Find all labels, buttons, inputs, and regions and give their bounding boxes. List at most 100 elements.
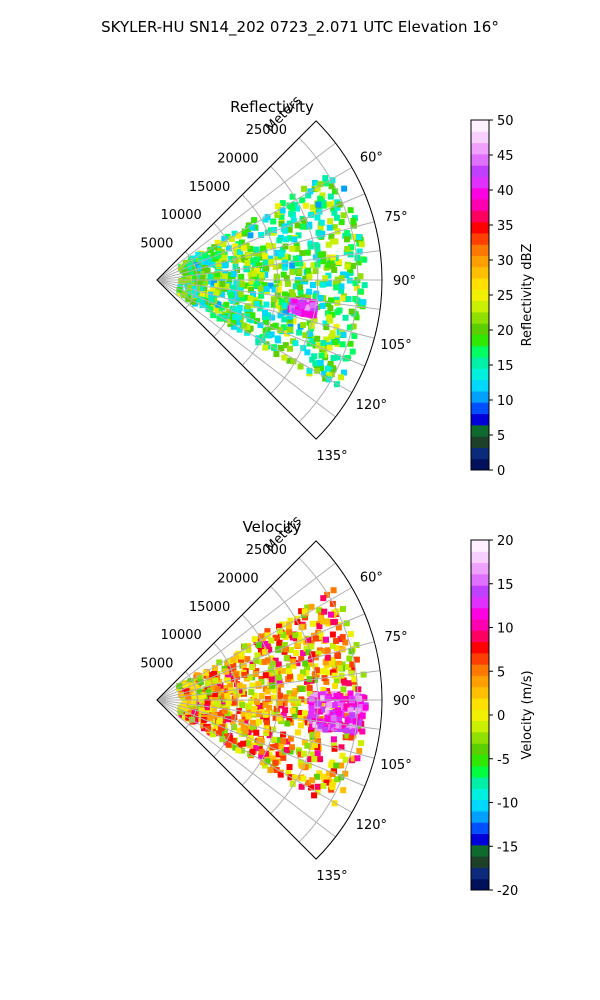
radar-cell <box>262 762 269 769</box>
radar-cell <box>333 762 340 769</box>
radar-cell <box>324 695 331 702</box>
radar-cell <box>264 628 271 635</box>
radar-cell <box>327 193 334 200</box>
radar-cell <box>318 365 325 372</box>
radar-cell <box>280 754 287 761</box>
radar-cell <box>207 306 214 313</box>
radar-cell <box>255 711 262 718</box>
colorbar-segment <box>471 630 489 643</box>
radar-cell <box>281 700 288 707</box>
radar-cell <box>276 627 283 634</box>
radar-cell <box>253 256 260 263</box>
range-tick-label: 20000 <box>217 571 258 586</box>
radar-cell <box>300 775 307 782</box>
radar-cell <box>334 776 341 783</box>
radar-cell <box>263 716 270 723</box>
radar-cell <box>225 673 232 680</box>
radar-cell <box>245 646 252 653</box>
radar-cell <box>280 271 287 278</box>
radar-cell <box>322 275 329 282</box>
radar-cell <box>294 245 301 252</box>
radar-cell <box>329 631 336 638</box>
radar-cell <box>203 708 210 715</box>
radar-cell <box>300 345 307 352</box>
radar-cell <box>230 319 237 326</box>
radar-cell <box>330 205 337 212</box>
colorbar-segment <box>471 244 489 256</box>
figure-title: SKYLER-HU SN14_202 0723_2.071 UTC Elevat… <box>101 18 499 37</box>
panel-title: Reflectivity <box>230 98 314 116</box>
radar-cell <box>244 266 251 273</box>
radar-cell <box>227 288 234 295</box>
radar-cell <box>263 725 270 732</box>
radar-cell <box>223 301 230 308</box>
radar-cell <box>277 699 284 706</box>
radar-cell <box>201 264 208 271</box>
radar-cell <box>253 246 260 253</box>
radar-cell <box>231 714 238 721</box>
radar-cell <box>251 217 258 224</box>
radar-cell <box>259 245 266 252</box>
radar-cell <box>200 692 207 699</box>
azimuth-spoke <box>156 279 336 418</box>
radar-cell <box>331 742 338 749</box>
radar-cell <box>330 254 337 261</box>
radar-cell <box>258 693 265 700</box>
colorbar-tick-label: -20 <box>497 884 518 899</box>
radar-cell <box>291 700 298 707</box>
radar-cell <box>347 340 354 347</box>
radar-cell <box>331 188 338 195</box>
radar-cell <box>210 312 217 319</box>
radar-cell <box>185 288 192 295</box>
colorbar-tick-label: 50 <box>497 114 514 129</box>
azimuth-spoke <box>156 167 353 281</box>
azimuth-tick-label: 75° <box>385 210 408 225</box>
radar-cell <box>344 230 351 237</box>
radar-cell <box>295 232 302 239</box>
radar-cell <box>303 645 310 652</box>
radar-cell <box>343 249 350 256</box>
colorbar-tick-label: 5 <box>497 429 505 444</box>
radar-cell <box>266 704 273 711</box>
radar-cell <box>224 677 231 684</box>
radar-cell <box>231 724 238 731</box>
radar-cell <box>189 692 196 699</box>
radar-cell <box>272 264 279 271</box>
radar-cell <box>290 358 297 365</box>
azimuth-spoke <box>156 699 381 730</box>
radar-cell <box>190 274 197 281</box>
radar-cell <box>289 245 296 252</box>
radar-cell <box>239 295 246 302</box>
radar-cell <box>340 271 347 278</box>
radar-cell <box>309 620 316 627</box>
colorbar-segment <box>471 562 489 575</box>
radar-cell <box>328 258 335 265</box>
radar-cell <box>281 302 288 309</box>
radar-cell <box>292 688 299 695</box>
radar-cell <box>207 273 214 280</box>
radar-cell <box>222 684 229 691</box>
radar-cell <box>182 272 189 279</box>
radar-cell <box>203 295 210 302</box>
radar-cell <box>350 755 357 762</box>
radar-cell <box>294 222 301 229</box>
radar-cell <box>346 277 353 284</box>
radar-cell <box>328 782 335 789</box>
colorbar-segment <box>471 585 489 597</box>
radar-cell <box>324 341 331 348</box>
radar-cell <box>249 664 256 671</box>
radar-cell <box>323 180 330 187</box>
radar-cell <box>254 267 261 274</box>
azimuth-spoke <box>156 699 336 838</box>
radar-cell <box>274 337 281 344</box>
radar-cell <box>189 265 196 272</box>
radar-cell <box>262 344 269 351</box>
radar-cell <box>362 704 369 711</box>
azimuth-tick-label: 135° <box>316 869 347 884</box>
radar-cell <box>331 672 338 679</box>
radar-cell <box>299 299 306 306</box>
colorbar-segment <box>471 540 489 552</box>
radar-cell <box>191 285 198 292</box>
radar-cell <box>331 224 338 231</box>
colorbar-tick-label: 20 <box>497 534 514 549</box>
